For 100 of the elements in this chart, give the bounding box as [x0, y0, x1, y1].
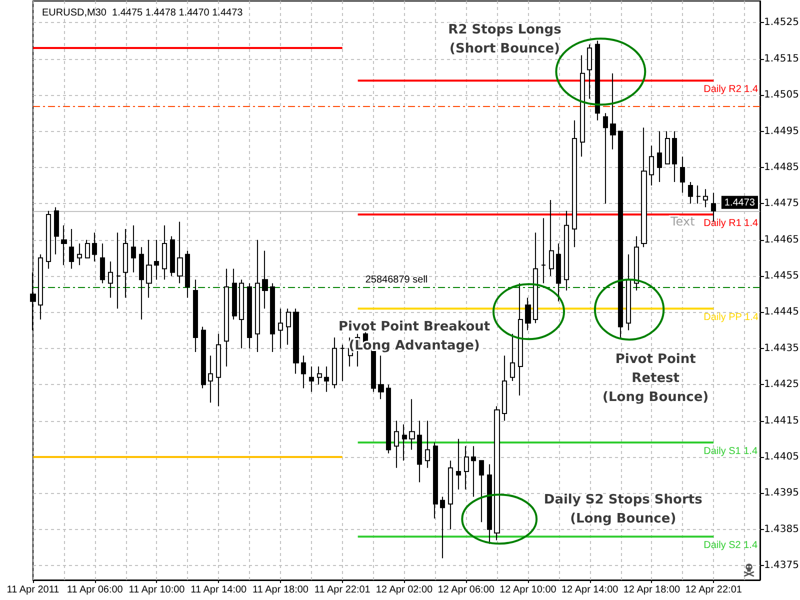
candlestick	[440, 496, 445, 559]
candlestick	[672, 130, 677, 182]
candlestick	[417, 420, 422, 483]
annotation: Daily S2 Stops Shorts (Long Bounce)	[544, 492, 703, 527]
y-tick-label: 1.4525	[764, 17, 799, 28]
candlestick	[92, 232, 97, 262]
candlestick	[77, 242, 82, 266]
candlestick	[293, 308, 299, 374]
candlestick	[38, 254, 43, 320]
annotation: Pivot Point Retest (Long Bounce)	[602, 352, 709, 406]
candlestick	[549, 200, 554, 277]
candlestick	[116, 232, 121, 310]
candlestick	[587, 44, 592, 100]
candlestick	[201, 326, 206, 389]
series-label: Daily PP 1.4	[704, 312, 759, 324]
candlestick	[456, 438, 461, 490]
candlestick	[665, 130, 670, 164]
candlestick	[208, 355, 213, 404]
candlestick	[154, 239, 159, 280]
candlestick	[518, 282, 523, 396]
candlestick	[100, 242, 105, 284]
candlestick	[239, 279, 244, 349]
candlestick	[386, 384, 391, 454]
candlestick	[46, 210, 51, 270]
candlestick	[479, 460, 484, 523]
x-tick-label: 12 Apr 06:00	[438, 584, 495, 596]
candlestick	[301, 355, 306, 389]
y-tick-label: 1.4375	[764, 560, 799, 572]
candlestick	[525, 297, 531, 331]
candlestick	[224, 268, 229, 367]
candlestick	[433, 442, 438, 519]
x-tick-label: 11 Apr 06:00	[66, 584, 124, 596]
series-label: Daily S2 1.4	[704, 540, 758, 552]
x-tick-label: 11 Apr 10:00	[128, 584, 186, 596]
y-tick-label: 1.4485	[764, 162, 799, 173]
ref-line-label: 1.4473	[724, 197, 756, 208]
candlestick	[177, 221, 183, 284]
candlestick	[425, 420, 430, 468]
candlestick	[409, 398, 415, 450]
candlestick	[170, 236, 175, 277]
x-tick-label: 11 Apr 22:01	[314, 584, 371, 596]
candlestick	[185, 250, 190, 298]
candlestick	[649, 145, 654, 186]
candlestick	[340, 344, 345, 382]
candlestick	[61, 224, 67, 266]
candlestick	[680, 156, 685, 194]
candlestick	[232, 268, 237, 320]
candlestick	[317, 366, 322, 386]
candlestick	[378, 355, 384, 400]
candlestick	[324, 366, 329, 392]
candlestick	[448, 460, 453, 530]
series-label: Daily R2 1.4	[704, 84, 758, 96]
text: EURUSD,M30 1.4475 1.4478 1.4470 1.4473	[42, 8, 244, 18]
y-tick-label: 1.4405	[764, 451, 799, 462]
candlestick	[278, 308, 283, 349]
y-tick-label: 1.4475	[764, 198, 799, 210]
candlestick	[216, 333, 221, 407]
candlestick	[603, 112, 608, 204]
candlestick	[541, 218, 546, 284]
candlestick	[688, 181, 693, 204]
x-tick-label: 12 Apr 22:01	[685, 584, 742, 596]
y-tick-label: 1.4495	[764, 126, 799, 137]
candlestick	[471, 446, 476, 498]
candlestick	[309, 366, 314, 392]
y-tick-label: 1.4465	[764, 234, 799, 246]
candlestick	[502, 355, 507, 422]
candlestick	[193, 279, 198, 353]
candlestick	[69, 228, 74, 270]
candlestick	[510, 333, 515, 382]
candlestick	[247, 282, 252, 349]
candlestick	[123, 228, 128, 298]
candlestick	[703, 188, 708, 208]
candlestick	[595, 40, 600, 121]
x-tick-label: 11 Apr 14:00	[190, 584, 248, 596]
candlestick	[494, 406, 500, 541]
candlestick	[255, 239, 260, 353]
y-tick-label: 1.4505	[764, 90, 799, 101]
y-tick-label: 1.4435	[764, 342, 799, 354]
candlestick	[556, 242, 561, 302]
candlestick	[131, 224, 136, 273]
x-tick-label: 11 Apr 18:00	[252, 584, 309, 596]
x-tick-label: 11 Apr 2011	[6, 584, 60, 596]
candlestick	[487, 464, 492, 544]
candlestick	[270, 282, 275, 353]
candlestick	[641, 127, 647, 248]
y-tick-label: 1.4395	[764, 488, 799, 499]
y-tick-label: 1.4455	[764, 270, 799, 282]
candlestick	[108, 261, 113, 298]
candlestick	[332, 337, 337, 389]
y-tick-label: 1.4445	[764, 306, 799, 318]
y-tick-label: 1.4515	[764, 53, 799, 64]
candlestick	[580, 54, 585, 158]
candlestick	[54, 206, 59, 255]
x-tick-label: 12 Apr 14:00	[561, 584, 619, 596]
candlestick	[626, 254, 631, 331]
y-tick-label: 1.4415	[764, 415, 799, 426]
candlestick	[394, 420, 399, 468]
candlestick	[696, 185, 701, 204]
y-tick-label: 1.4425	[764, 379, 799, 390]
candlestick	[610, 72, 616, 150]
